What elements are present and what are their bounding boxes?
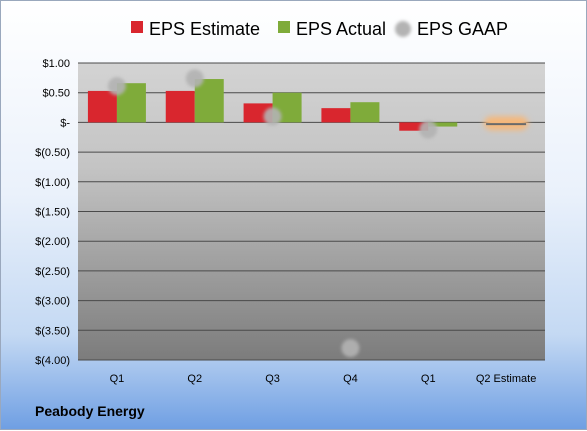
bar-eps-estimate — [87, 90, 117, 123]
x-tick-label: Q4 — [343, 373, 358, 385]
y-axis-tick-labels: $1.00 $0.50 $- $(0.50) $(1.00) $(1.50) $(2.00)… — [35, 58, 70, 367]
y-tick-label: $(4.00) — [35, 355, 70, 367]
x-tick-label: Q2 — [187, 373, 202, 385]
y-tick-label: $(3.00) — [35, 296, 70, 308]
x-axis-tick-labels: Q1 Q2 Q3 Q4 Q1 Q2 Estimate — [110, 373, 537, 385]
legend-label-actual: EPS Actual — [296, 19, 386, 39]
gridlines — [78, 62, 545, 361]
bar-eps-actual — [194, 79, 224, 123]
legend-label-gaap: EPS GAAP — [417, 19, 508, 39]
legend-swatch-gaap — [395, 21, 411, 37]
bars — [87, 79, 529, 131]
bar-eps-estimate — [165, 90, 195, 123]
x-tick-label: Q1 — [421, 373, 436, 385]
company-name: Peabody Energy — [35, 403, 145, 419]
bar-eps-estimate — [399, 122, 429, 131]
bar-eps-actual — [350, 102, 380, 123]
legend-label-estimate: EPS Estimate — [149, 19, 260, 39]
x-tick-label: Q3 — [265, 373, 280, 385]
y-tick-label: $(1.00) — [35, 177, 70, 189]
y-tick-label: $(2.00) — [35, 236, 70, 248]
point-eps-gaap — [419, 120, 438, 139]
bar-eps-actual — [428, 122, 458, 127]
point-eps-gaap — [341, 339, 360, 358]
x-tick-label: Q2 Estimate — [476, 373, 537, 385]
x-tick-label: Q1 — [110, 373, 125, 385]
y-tick-label: $(1.50) — [35, 207, 70, 219]
point-eps-gaap — [263, 107, 282, 126]
y-tick-label: $- — [60, 117, 70, 129]
bar-eps-estimate — [321, 108, 351, 123]
y-tick-label: $(0.50) — [35, 147, 70, 159]
y-tick-label: $(3.50) — [35, 325, 70, 337]
point-eps-gaap — [107, 77, 126, 96]
point-eps-gaap — [185, 69, 204, 88]
legend: EPS Estimate EPS Actual EPS GAAP — [131, 19, 508, 39]
y-tick-label: $1.00 — [42, 58, 70, 70]
y-tick-label: $(2.50) — [35, 266, 70, 278]
legend-swatch-actual — [278, 21, 290, 33]
y-tick-label: $0.50 — [42, 88, 70, 100]
gaap-points — [107, 69, 438, 358]
legend-swatch-estimate — [131, 21, 143, 33]
